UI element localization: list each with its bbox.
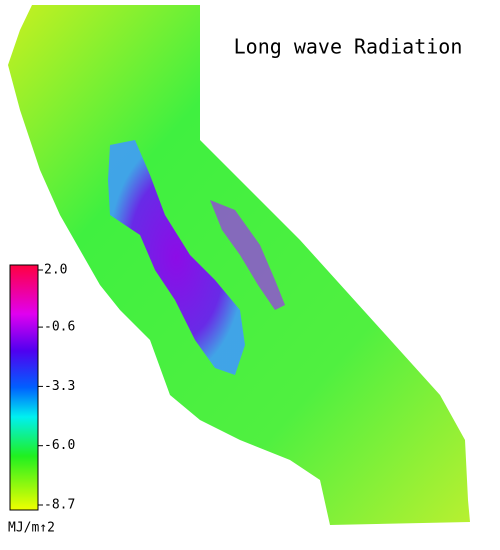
central-valley <box>108 140 245 375</box>
tick-label: -0.6 <box>44 320 75 335</box>
california <box>8 5 470 525</box>
colorbar <box>9 264 39 511</box>
tick-label: -6.0 <box>44 438 75 453</box>
sierra-highlands <box>210 200 285 310</box>
tick-label: 2.0 <box>44 263 67 278</box>
tick-label: -8.7 <box>44 498 75 513</box>
map-title: Long wave Radiation <box>234 35 463 59</box>
tick-label: -3.3 <box>44 379 75 394</box>
colorbar-ticks: 2.0 -0.6 -3.3 -6.0 -8.7 <box>38 263 75 513</box>
colorbar-unit: MJ/m↑2 <box>8 521 55 536</box>
